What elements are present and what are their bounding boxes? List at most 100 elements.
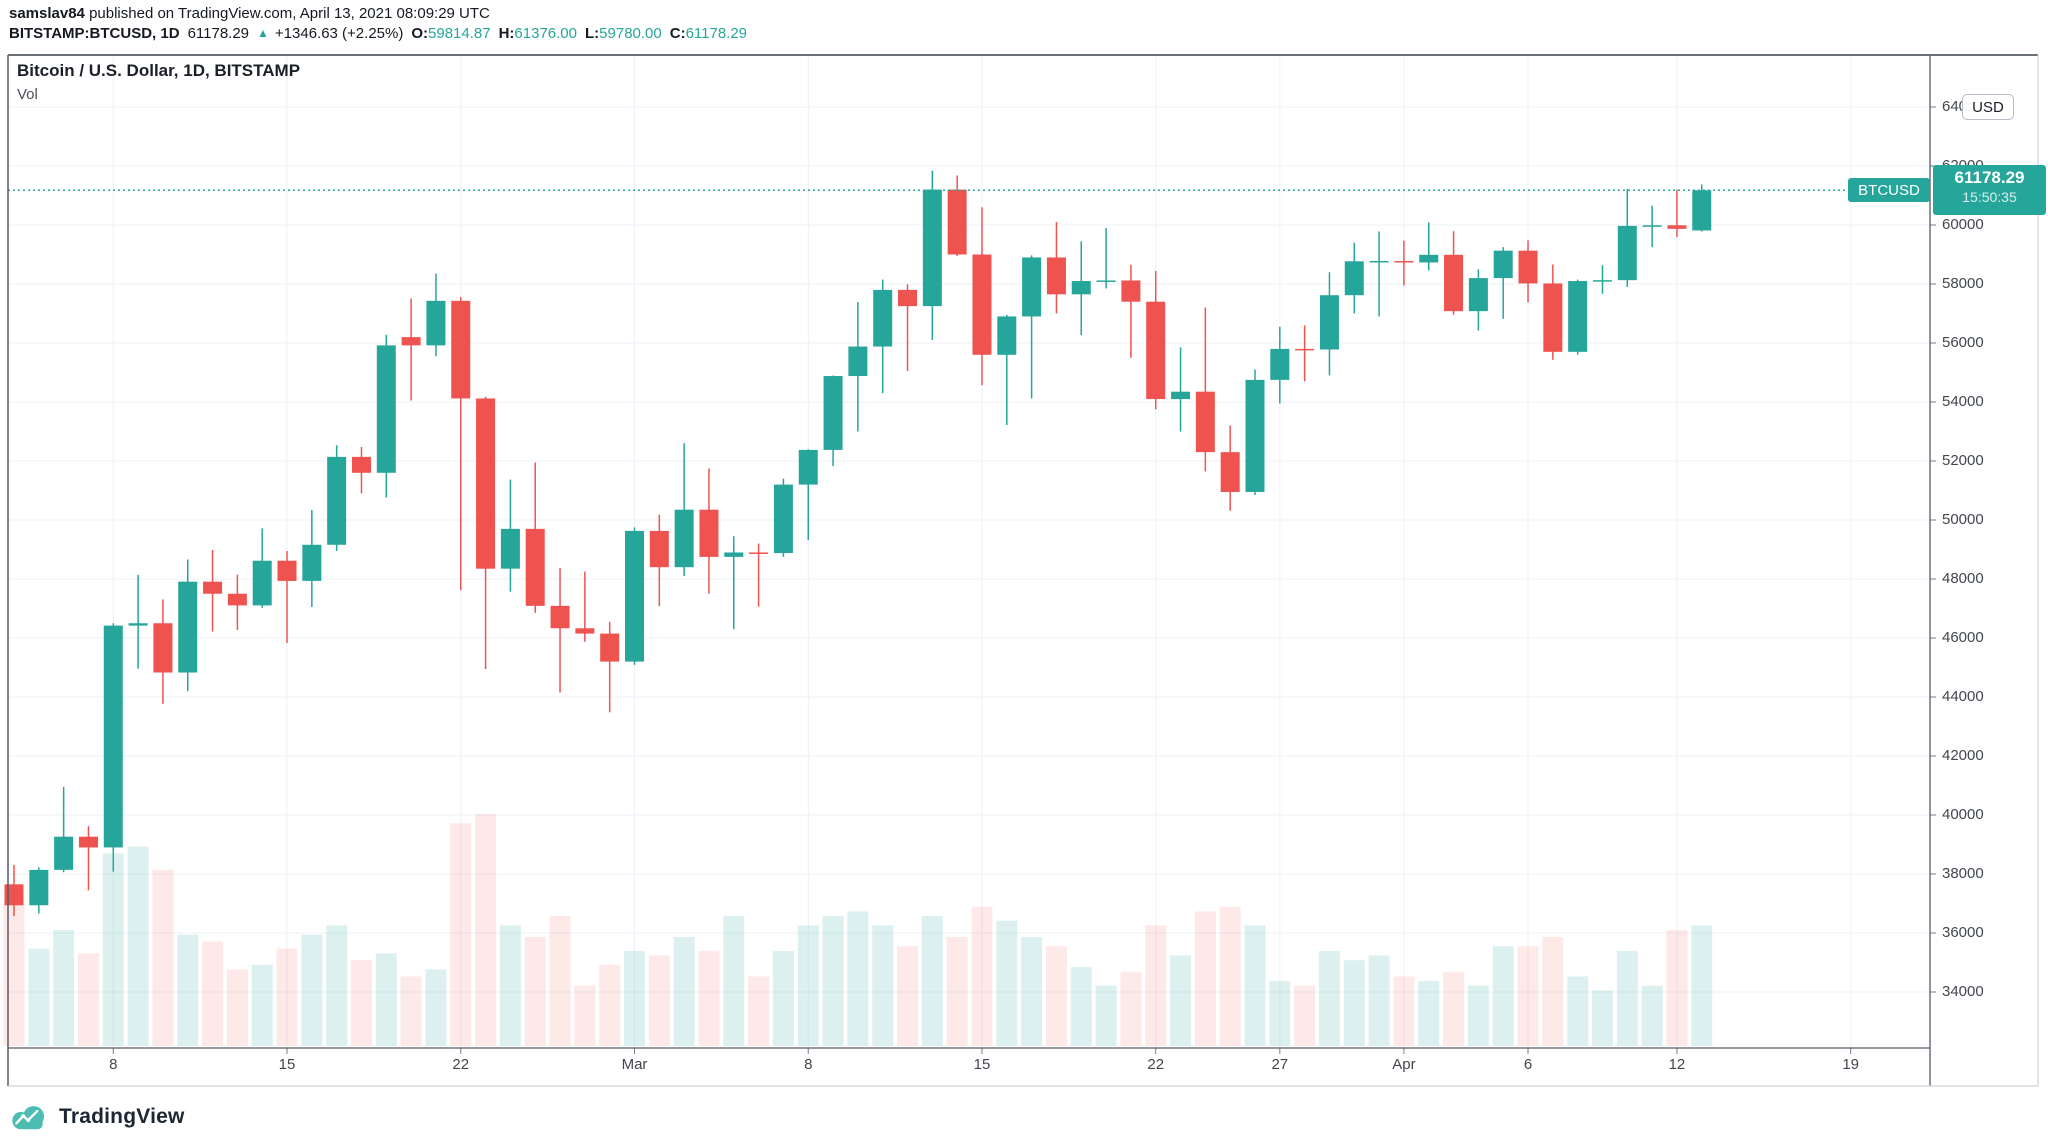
price-axis-label: 42000 [1942,747,1984,764]
candle-body [500,528,520,569]
volume-bar [177,934,199,1046]
low-label: L: [585,25,600,42]
candle-body [600,633,620,662]
price-axis-label: 56000 [1942,334,1984,351]
last-price-tag: 61178.29 15:50:35 [1933,165,2046,215]
candle-body [227,593,247,606]
candle-body [525,528,545,606]
volume-bar [772,950,794,1046]
volume-bar [1194,911,1216,1046]
time-axis-label: 22 [1147,1056,1165,1073]
chart-title: Bitcoin / U.S. Dollar, 1D, BITSTAMP [17,61,301,80]
price-change: +1346.63 (+2.25%) [274,25,404,42]
volume-indicator-label: Vol [17,86,38,103]
candle-body [1518,250,1538,284]
candle-body [1419,254,1439,263]
candle-body [575,628,595,634]
candle-body [947,189,967,255]
publish-info: published on TradingView.com, April 13, … [84,5,490,22]
candle-body [1096,280,1116,282]
volume-bar [549,916,571,1046]
time-axis-label: 12 [1668,1056,1686,1073]
candle-body [153,623,173,673]
candle-body [1692,190,1712,231]
volume-bar [946,936,968,1046]
volume-bar [1368,955,1390,1046]
volume-bar [3,902,25,1046]
volume-bar [28,948,50,1046]
volume-bar [624,950,645,1046]
candle-body [749,552,769,554]
candle-body [1369,260,1389,263]
time-axis-label: 22 [452,1056,470,1073]
price-axis-label: 48000 [1942,570,1984,587]
volume-bar [1691,925,1713,1046]
candle-body [1270,348,1290,380]
volume-bar [1418,981,1440,1046]
candle-body [4,884,24,906]
volume-bar [921,916,943,1046]
open-label: O: [411,25,429,42]
candle-body [103,625,123,848]
candle-body [823,376,843,450]
volume-bar [1070,967,1092,1046]
time-axis-label: 19 [1842,1056,1860,1073]
symbol-price-tag: BTCUSD [1848,178,1930,202]
volume-bar [723,916,745,1046]
time-axis-label: Mar [621,1056,648,1073]
volume-bar [1443,971,1465,1046]
volume-bar [301,934,323,1046]
volume-bar [77,953,99,1046]
attribution: samslav84 published on TradingView.com, … [9,4,490,23]
candle-body [376,345,396,473]
last-price-tag-value: 61178.29 [1954,168,2025,187]
candle-body [699,509,719,557]
volume-bar [971,906,993,1046]
volume-bar [1343,960,1365,1046]
candle-body [972,254,992,355]
tradingview-logo[interactable]: TradingView [10,1100,185,1134]
candle-body [649,530,669,568]
candle-body [1667,225,1687,229]
candle-body [252,560,272,606]
volume-bar [1666,930,1688,1046]
cloud-logo-icon [12,1106,45,1130]
close-label: C: [669,25,686,42]
candle-body [674,509,694,568]
volume-bar [152,869,174,1046]
candle-body [1642,225,1662,227]
volume-bar [1120,971,1142,1046]
candle-body [898,289,918,307]
volume-bar [797,925,819,1046]
brand-name: TradingView [59,1105,185,1128]
candle-body [476,398,496,569]
volume-bar [425,969,447,1046]
currency-button[interactable]: USD [1962,94,2014,120]
volume-bar [648,955,670,1046]
change-arrow-icon: ▲ [257,26,269,40]
volume-bar [1641,985,1663,1046]
volume-bar [102,853,124,1046]
candle-body [1468,278,1488,312]
volume-bar [524,936,546,1046]
volume-bar [847,911,869,1046]
candle-body [773,484,793,554]
candle-body [1344,261,1364,296]
time-axis-label: Apr [1392,1056,1416,1073]
time-axis-label: 15 [973,1056,991,1073]
candle-body [1592,280,1612,282]
price-axis-label: 52000 [1942,452,1984,469]
time-axis-label: 15 [278,1056,296,1073]
low-value: 59780.00 [599,25,662,42]
volume-bar [1591,990,1613,1046]
candle-body [128,623,148,626]
volume-bar [698,950,720,1046]
time-axis-label: 8 [109,1056,118,1073]
candle-body [401,337,421,346]
candle-body [54,836,74,870]
volume-bar [276,948,298,1046]
candle-body [451,300,471,399]
volume-bar [748,976,770,1046]
